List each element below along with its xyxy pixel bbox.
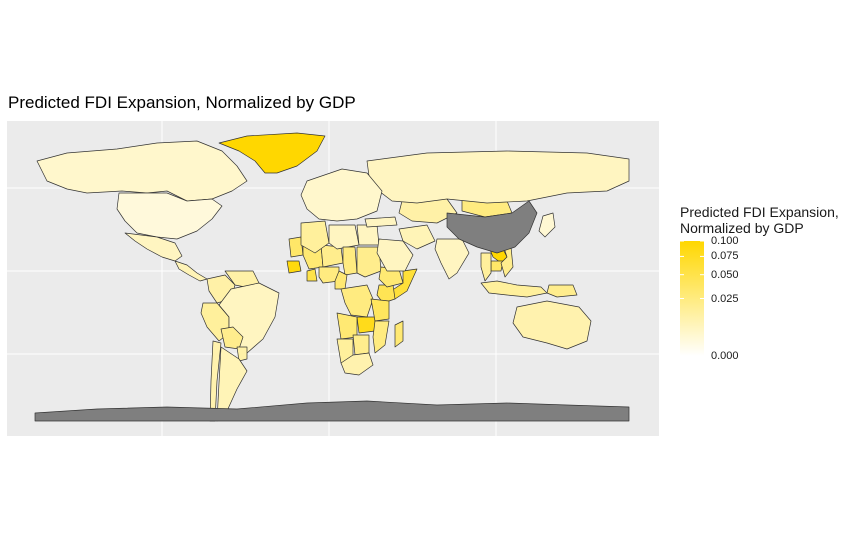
country-europe bbox=[300, 168, 383, 222]
legend-ticks bbox=[680, 241, 704, 356]
legend-colorbar bbox=[680, 241, 704, 356]
country-antarctica bbox=[34, 400, 630, 422]
country-chad bbox=[342, 246, 358, 276]
country-algeria bbox=[300, 220, 330, 254]
country-tanzania bbox=[370, 298, 390, 322]
country-ghana bbox=[306, 268, 318, 282]
country-india bbox=[434, 238, 470, 280]
country-cameroon bbox=[334, 270, 348, 290]
countries bbox=[34, 132, 630, 422]
country-libya bbox=[328, 224, 360, 250]
country-guinea bbox=[286, 260, 302, 274]
country-russia bbox=[366, 150, 630, 204]
country-mozambique bbox=[372, 320, 390, 354]
country-mauritania bbox=[288, 236, 304, 258]
map-title: Predicted FDI Expansion, Normalized by G… bbox=[8, 93, 356, 112]
country-china bbox=[446, 200, 538, 254]
country-bolivia bbox=[220, 326, 244, 350]
country-nigeria bbox=[318, 266, 340, 284]
country-south-africa bbox=[340, 352, 374, 376]
country-zambia bbox=[356, 316, 376, 334]
country-dr-congo bbox=[340, 284, 374, 318]
country-united-states bbox=[116, 192, 223, 240]
legend-tick-label: 0.000 bbox=[711, 350, 739, 362]
country-botswana bbox=[352, 334, 370, 356]
country-canada bbox=[36, 140, 248, 202]
country-australia bbox=[512, 300, 592, 350]
legend-title: Predicted FDI Expansion, Normalized by G… bbox=[680, 204, 839, 236]
country-greenland bbox=[218, 132, 326, 174]
country-central-america bbox=[174, 260, 208, 282]
legend-tick-label: 0.025 bbox=[711, 292, 739, 305]
legend-title-line2: Normalized by GDP bbox=[680, 220, 804, 236]
country-turkey bbox=[364, 216, 398, 228]
country-indonesia bbox=[480, 280, 548, 298]
country-iran bbox=[398, 224, 436, 250]
map-panel bbox=[7, 121, 659, 436]
country-argentina bbox=[216, 346, 248, 422]
legend-tick-label: 0.075 bbox=[711, 250, 739, 263]
country-japan bbox=[538, 212, 556, 238]
legend-tick-label: 0.100 bbox=[711, 235, 739, 247]
country-thailand bbox=[480, 252, 492, 282]
legend-title-line1: Predicted FDI Expansion, bbox=[680, 204, 839, 220]
country-egypt bbox=[356, 224, 380, 246]
country-saudi-arabia bbox=[376, 238, 414, 272]
country-paraguay bbox=[236, 346, 248, 362]
country-madagascar bbox=[394, 320, 404, 348]
legend-tick-label: 0.050 bbox=[711, 268, 739, 281]
country-papua-new-guinea bbox=[546, 284, 578, 298]
